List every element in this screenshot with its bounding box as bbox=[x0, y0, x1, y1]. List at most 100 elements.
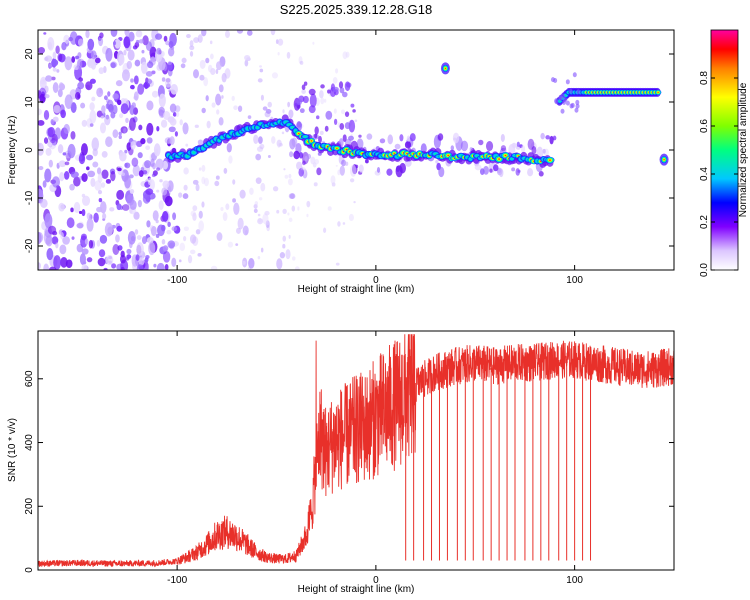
noise-speckle bbox=[56, 69, 60, 73]
noise-speckle bbox=[161, 187, 168, 196]
noise-speckle bbox=[337, 169, 341, 176]
noise-speckle bbox=[113, 41, 117, 46]
noise-speckle bbox=[278, 142, 283, 147]
noise-speckle bbox=[221, 95, 224, 99]
noise-speckle bbox=[78, 77, 83, 82]
noise-speckle bbox=[55, 242, 59, 249]
noise-speckle bbox=[137, 199, 142, 208]
noise-speckle bbox=[223, 167, 228, 174]
noise-speckle bbox=[485, 140, 494, 152]
noise-speckle bbox=[288, 217, 293, 223]
noise-speckle bbox=[102, 213, 107, 220]
noise-speckle bbox=[404, 141, 412, 149]
noise-speckle bbox=[170, 83, 178, 95]
noise-speckle bbox=[58, 160, 67, 168]
noise-speckle bbox=[99, 32, 104, 39]
noise-speckle bbox=[271, 72, 279, 79]
noise-speckle bbox=[323, 98, 327, 103]
snr-x-label: Height of straight line (km) bbox=[298, 584, 415, 595]
noise-speckle bbox=[183, 226, 189, 231]
noise-speckle bbox=[161, 77, 166, 82]
noise-speckle bbox=[258, 197, 263, 201]
noise-speckle bbox=[169, 136, 175, 146]
noise-speckle bbox=[129, 199, 137, 211]
noise-speckle bbox=[155, 158, 164, 170]
noise-speckle bbox=[153, 143, 161, 157]
noise-speckle bbox=[167, 61, 173, 72]
noise-speckle bbox=[233, 105, 238, 111]
noise-speckle bbox=[105, 136, 113, 148]
noise-speckle bbox=[106, 99, 114, 111]
noise-speckle bbox=[159, 179, 163, 183]
noise-speckle bbox=[253, 204, 258, 209]
noise-speckle bbox=[189, 50, 194, 57]
snr-y-tick-label: 0 bbox=[24, 567, 35, 573]
noise-speckle bbox=[342, 222, 346, 225]
noise-speckle bbox=[348, 135, 354, 141]
noise-speckle bbox=[156, 126, 160, 132]
noise-speckle bbox=[265, 108, 272, 114]
noise-speckle bbox=[489, 168, 493, 173]
noise-speckle bbox=[354, 119, 358, 123]
noise-speckle bbox=[81, 208, 86, 217]
noise-speckle bbox=[409, 133, 416, 142]
noise-speckle bbox=[38, 142, 45, 156]
noise-speckle bbox=[183, 184, 188, 191]
isolated-blob bbox=[661, 156, 668, 164]
noise-speckle bbox=[276, 209, 280, 214]
noise-speckle bbox=[450, 145, 455, 151]
noise-speckle bbox=[256, 146, 264, 152]
noise-speckle bbox=[203, 76, 209, 87]
noise-speckle bbox=[81, 173, 88, 182]
noise-speckle bbox=[44, 94, 50, 99]
noise-speckle bbox=[64, 56, 73, 71]
noise-speckle bbox=[116, 203, 122, 211]
noise-speckle bbox=[45, 235, 53, 247]
noise-speckle bbox=[353, 201, 356, 204]
noise-speckle bbox=[92, 161, 99, 168]
noise-speckle bbox=[282, 243, 286, 249]
noise-speckle bbox=[272, 186, 279, 192]
noise-speckle bbox=[99, 234, 108, 244]
noise-speckle bbox=[306, 213, 309, 218]
noise-speckle bbox=[262, 213, 269, 225]
noise-speckle bbox=[136, 242, 144, 256]
noise-speckle bbox=[49, 266, 57, 270]
noise-speckle bbox=[123, 36, 131, 49]
noise-speckle bbox=[344, 122, 351, 130]
noise-speckle bbox=[80, 102, 86, 109]
noise-speckle bbox=[124, 175, 131, 189]
colorbar-tick-label: 0.6 bbox=[699, 119, 710, 133]
noise-speckle bbox=[156, 47, 162, 55]
noise-speckle bbox=[306, 200, 311, 208]
noise-speckle bbox=[205, 95, 209, 102]
noise-speckle bbox=[399, 134, 404, 142]
noise-speckle bbox=[332, 76, 338, 84]
noise-speckle bbox=[516, 141, 520, 148]
noise-speckle bbox=[235, 243, 239, 246]
noise-speckle bbox=[318, 135, 322, 144]
noise-speckle bbox=[166, 229, 172, 235]
noise-speckle bbox=[63, 171, 70, 180]
noise-speckle bbox=[190, 249, 196, 255]
noise-speckle bbox=[51, 59, 59, 67]
noise-speckle bbox=[171, 257, 177, 267]
noise-speckle bbox=[81, 195, 91, 206]
noise-speckle bbox=[103, 267, 108, 270]
noise-speckle bbox=[38, 262, 41, 270]
noise-speckle bbox=[44, 213, 53, 229]
colorbar: 0.0 0.2 0.4 0.6 0.8 Normalized spectral ampl… bbox=[699, 29, 749, 277]
snr-x-ticks: -100 0 100 bbox=[167, 331, 583, 586]
noise-speckle bbox=[479, 168, 485, 175]
noise-speckle bbox=[85, 154, 94, 161]
snr-panel: -100 0 100 0 200 400 600 Height of straight l… bbox=[7, 330, 675, 595]
noise-speckle bbox=[98, 249, 106, 258]
noise-speckle bbox=[44, 168, 52, 183]
noise-speckle bbox=[131, 157, 139, 167]
upper-band-speckle bbox=[569, 103, 574, 109]
noise-speckle bbox=[225, 203, 230, 210]
noise-speckle bbox=[115, 80, 123, 87]
noise-speckle bbox=[127, 231, 136, 245]
noise-speckle bbox=[144, 160, 152, 169]
noise-speckle bbox=[84, 238, 89, 245]
